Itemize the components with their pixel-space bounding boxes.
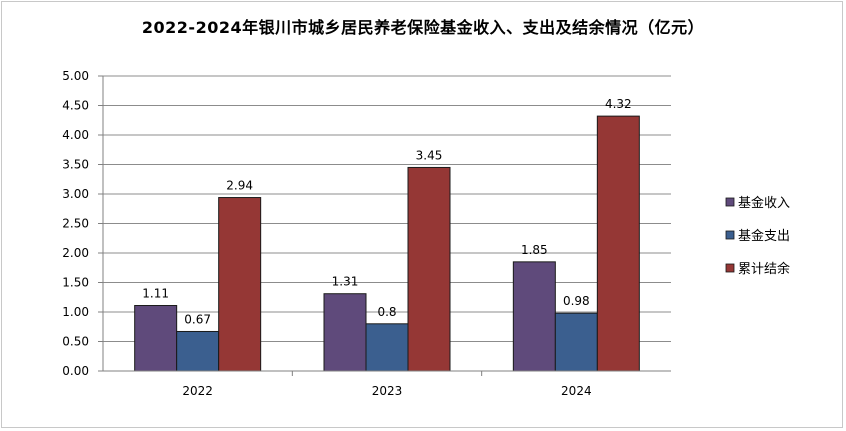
y-tick-label: 1.00 bbox=[62, 305, 89, 319]
legend-swatch bbox=[725, 197, 735, 207]
bar bbox=[134, 305, 178, 372]
data-label: 0.67 bbox=[184, 312, 211, 326]
legend-swatch bbox=[725, 230, 735, 240]
y-tick-label: 4.50 bbox=[62, 99, 89, 113]
legend-label: 累计结余 bbox=[738, 261, 790, 277]
y-tick-label: 1.50 bbox=[62, 276, 89, 290]
bar bbox=[554, 312, 598, 372]
bar bbox=[407, 166, 451, 372]
y-tick-label: 3.00 bbox=[62, 187, 89, 201]
y-tick-label: 5.00 bbox=[62, 69, 89, 83]
data-label: 1.85 bbox=[521, 243, 548, 257]
y-tick-label: 2.50 bbox=[62, 217, 89, 231]
data-labels: 1.11 0.67 2.94 1.31 0.8 3.45 1.85 0.98 4.32 bbox=[142, 97, 631, 326]
y-tick-label: 3.50 bbox=[62, 158, 89, 172]
bar bbox=[596, 115, 640, 372]
data-label: 2.94 bbox=[226, 179, 253, 193]
x-tick-label: 2022 bbox=[182, 384, 213, 398]
axes: 0.00 0.50 1.00 1.50 2.00 2.50 3.00 3.50 4.00 4.50… bbox=[62, 69, 671, 398]
y-tick-label: 0.00 bbox=[62, 364, 89, 378]
data-label: 4.32 bbox=[605, 97, 632, 111]
x-tick-label: 2023 bbox=[372, 384, 403, 398]
bar bbox=[176, 330, 220, 372]
bar bbox=[323, 293, 367, 372]
bar bbox=[218, 197, 262, 372]
y-tick-label: 4.00 bbox=[62, 128, 89, 142]
y-tick-label: 0.50 bbox=[62, 335, 89, 349]
data-label: 3.45 bbox=[416, 148, 443, 162]
bars bbox=[134, 115, 640, 372]
data-label: 0.8 bbox=[377, 305, 396, 319]
legend-label: 基金支出 bbox=[738, 228, 790, 244]
bar bbox=[512, 261, 556, 372]
y-tick-label: 2.00 bbox=[62, 246, 89, 260]
x-tick-label: 2024 bbox=[561, 384, 592, 398]
data-label: 1.11 bbox=[142, 287, 169, 301]
bar bbox=[365, 323, 409, 372]
legend-swatch bbox=[725, 263, 735, 273]
chart-title: 2022-2024年银川市城乡居民养老保险基金收入、支出及结余情况（亿元） bbox=[141, 18, 705, 37]
data-label: 1.31 bbox=[332, 275, 359, 289]
data-label: 0.98 bbox=[563, 294, 590, 308]
gridlines bbox=[103, 75, 671, 342]
legend-label: 基金收入 bbox=[738, 195, 790, 211]
